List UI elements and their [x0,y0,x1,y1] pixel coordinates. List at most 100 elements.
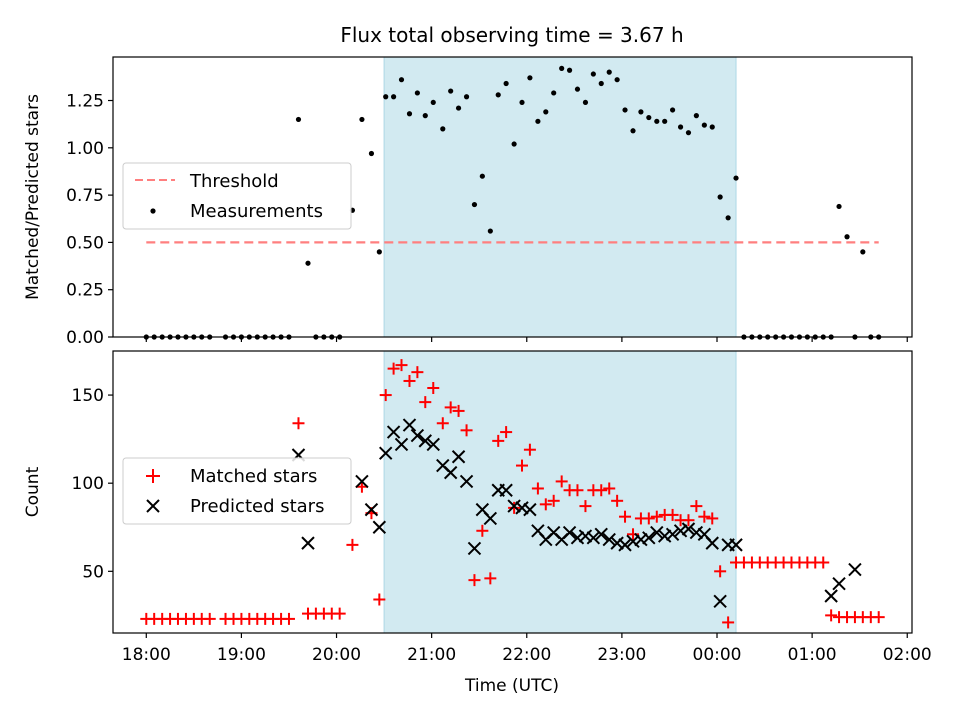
measurement-point [422,113,428,119]
matched-star-point [452,404,465,417]
y-tick-label: 0.75 [66,186,104,206]
predicted-star-point [642,531,656,545]
matched-star-point [571,484,584,497]
matched-star-point [714,565,727,578]
measurement-point [479,173,485,179]
matched-star-point [468,574,481,587]
measurement-point [406,111,413,117]
matched-star-point [387,362,400,375]
measurement-point [430,99,436,106]
measurement-point [693,113,699,119]
count-panel: 50 100 150 18:00 19:00 20:00 21:00 22:00 23:00 0… [23,350,932,696]
matched-star-point [690,500,703,513]
measurement-point [654,118,660,124]
x-tick-label: 02:00 [883,645,932,665]
measurement-point [391,94,397,100]
count-panel-frame [112,350,913,634]
matched-star-point [642,512,655,525]
matched-star-point [403,374,416,387]
measurement-point [630,128,636,134]
predicted-star-point [364,502,379,517]
y-tick-label: 0.50 [66,233,104,253]
legend-predicted-label: Predicted stars [190,496,324,517]
measurement-point [733,175,739,181]
matched-star-point [346,538,359,551]
predicted-star-point [515,501,529,515]
matched-star-point [395,359,408,372]
measurement-point [574,86,581,92]
measurement-point [495,92,501,98]
measurement-point [638,109,644,115]
matched-star-point [595,484,608,497]
ratio-legend: Threshold Measurements [122,162,352,230]
matched-star-point [203,612,216,625]
measurement-point [844,234,850,240]
measurement-point [440,126,446,132]
predicted-star-point [355,474,369,489]
matched-star-point [492,434,505,447]
matched-star-point [872,611,885,624]
predicted-star-point [426,437,440,452]
measurement-point [551,90,557,96]
predicted-star-point [689,525,704,540]
measurement-point [614,77,620,83]
observing-window-highlight [383,56,737,338]
predicted-star-point [832,576,846,591]
matched-star-point [484,572,497,585]
measurement-point [487,228,493,234]
measurement-point [471,201,478,208]
measurement-point [463,94,470,100]
measurement-point [622,107,628,113]
measurement-point [598,80,604,87]
legend-threshold-label: Threshold [189,171,279,192]
y-tick-label: 0.00 [66,328,104,348]
legend-measurements-swatch [150,208,156,214]
measurement-point [662,118,668,124]
predicted-star-point [673,524,688,538]
matched-star-point [373,593,386,606]
x-tick-label: 20:00 [312,645,361,665]
x-tick-label: 22:00 [502,645,551,665]
measurement-point [582,99,589,106]
predicted-star-point [507,499,521,513]
matched-star-point [436,417,449,430]
y-tick-label: 1.25 [66,92,104,112]
measurement-point [455,105,462,111]
matched-star-point [292,417,305,430]
matched-star-point [411,366,424,379]
measurement-point [590,71,596,77]
matched-star-point [650,510,663,523]
x-tick-label: 19:00 [217,645,266,665]
y-tick-label: 1.00 [66,139,104,159]
legend-matched-label: Matched stars [190,466,317,487]
matched-star-point [508,501,521,514]
measurement-point [717,194,723,200]
y-tick-label: 100 [72,474,104,494]
y-tick-label: 0.25 [66,281,104,301]
predicted-star-point [610,536,624,550]
matched-star-point [333,607,346,620]
predicted-star-point [626,534,640,549]
y-tick-label: 150 [72,386,104,406]
predicted-star-point [578,529,593,543]
measurement-point [376,249,382,255]
measurement-point [535,118,541,124]
measurement-point [566,67,573,73]
predicted-star-point [657,529,672,543]
matched-star-point [476,524,489,537]
predicted-star-point [681,522,696,536]
ratio-panel: 0.00 0.25 0.50 0.75 1.00 1.25 Matched/Predict… [23,56,913,348]
y-tick-label: 50 [82,562,104,582]
predicted-star-point [729,538,743,552]
matched-star-point [460,424,473,437]
matched-star-point [555,475,568,488]
matched-star-point [825,609,838,622]
measurement-point [368,150,375,157]
count-legend: Matched stars Predicted stars [122,457,352,525]
matched-star-point [427,382,440,395]
predicted-star-point [418,434,432,448]
measurement-point [295,116,302,123]
matched-star-point [523,443,536,456]
x-tick-label: 21:00 [407,645,456,665]
count-x-ticks: 18:00 19:00 20:00 21:00 22:00 23:00 00:00 01:00… [122,633,932,665]
